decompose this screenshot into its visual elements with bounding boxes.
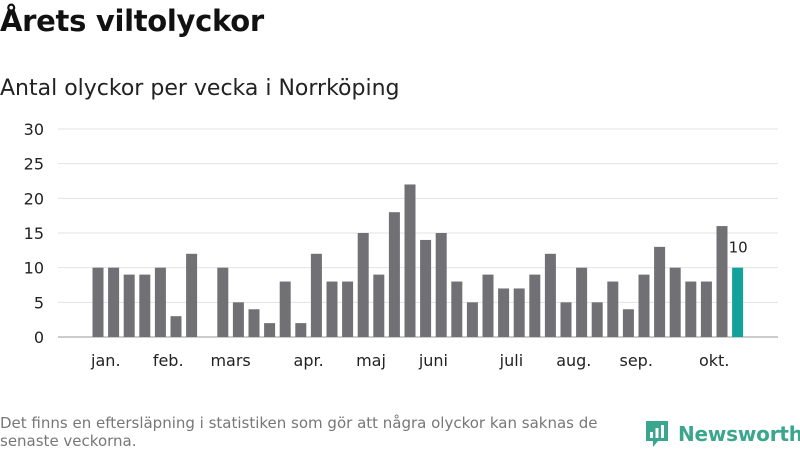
x-tick-label: aug. <box>556 351 591 370</box>
bar-week-15 <box>310 253 322 337</box>
y-tick-label: 15 <box>24 224 44 243</box>
bar-week-10 <box>232 302 244 337</box>
bar-week-37 <box>654 246 666 337</box>
page-title: Årets viltolyckor <box>0 4 264 38</box>
bar-week-31 <box>560 302 572 337</box>
bar-week-11 <box>248 309 260 337</box>
bar-week-32 <box>576 267 588 337</box>
bar-week-26 <box>482 274 494 337</box>
bar-week-7 <box>186 253 198 337</box>
bar-week-30 <box>544 253 556 337</box>
x-tick-label: juni <box>418 351 448 370</box>
bar-week-36 <box>638 274 650 337</box>
bar-week-24 <box>451 281 463 337</box>
bar-week-40 <box>700 281 712 337</box>
bar-chart: 0 5 10 15 20 25 30 jan. feb. mars apr. maj juni juli… <box>24 120 778 370</box>
bar-week-4 <box>139 274 151 337</box>
bar-week-13 <box>279 281 291 337</box>
y-tick-label: 5 <box>34 293 44 312</box>
bar-week-35 <box>622 309 634 337</box>
brand-name: Newsworthy <box>678 422 800 446</box>
bar-week-25 <box>466 302 478 337</box>
chart-subtitle: Antal olyckor per vecka i Norrköping <box>0 76 400 101</box>
bar-week-27 <box>498 288 510 337</box>
brand-logo: Newsworthy <box>644 418 800 450</box>
newsworthy-logo-icon <box>646 421 668 447</box>
x-tick-label: sep. <box>619 351 652 370</box>
x-tick-label: okt. <box>699 351 729 370</box>
data-label-highlight: 10 <box>729 239 748 257</box>
y-tick-label: 20 <box>24 189 44 208</box>
bar-week-18 <box>357 233 369 337</box>
bar-week-39 <box>685 281 697 337</box>
bar-week-5 <box>154 267 166 337</box>
x-tick-label: juli <box>499 351 523 370</box>
bar-week-22 <box>420 239 432 337</box>
bar-week-19 <box>373 274 385 337</box>
bar-week-28 <box>513 288 525 337</box>
y-tick-label: 25 <box>24 155 44 174</box>
y-axis-ticks: 0 5 10 15 20 25 30 <box>24 120 44 347</box>
bar-week-6 <box>170 316 182 337</box>
bar-week-38 <box>669 267 681 337</box>
chart-gridlines <box>58 128 778 338</box>
bar-week-1 <box>92 267 104 337</box>
y-tick-label: 30 <box>24 120 44 139</box>
x-tick-label: maj <box>356 351 386 370</box>
bar-week-2 <box>108 267 120 337</box>
bar-week-12 <box>264 323 276 337</box>
x-tick-label: feb. <box>153 351 184 370</box>
y-tick-label: 0 <box>34 328 44 347</box>
bar-week-17 <box>342 281 354 337</box>
bar-week-41 <box>716 226 728 337</box>
chart-bars <box>92 184 744 337</box>
footnote: Det finns en eftersläpning i statistiken… <box>0 414 598 450</box>
y-tick-label: 10 <box>24 259 44 278</box>
bar-week-14 <box>295 323 307 337</box>
x-tick-label: apr. <box>294 351 324 370</box>
bar-week-21 <box>404 184 416 337</box>
x-axis-ticks: jan. feb. mars apr. maj juni juli aug. sep. okt. <box>90 351 729 370</box>
bar-week-20 <box>388 212 400 337</box>
data-labels: 10 <box>729 239 748 257</box>
bar-week-9 <box>217 267 229 337</box>
bar-week-23 <box>435 233 447 337</box>
bar-week-42 <box>732 267 744 337</box>
bar-week-16 <box>326 281 338 337</box>
bar-week-34 <box>607 281 619 337</box>
x-tick-label: mars <box>210 351 250 370</box>
bar-week-3 <box>123 274 135 337</box>
bar-week-29 <box>529 274 541 337</box>
x-tick-label: jan. <box>90 351 120 370</box>
bar-week-33 <box>591 302 603 337</box>
